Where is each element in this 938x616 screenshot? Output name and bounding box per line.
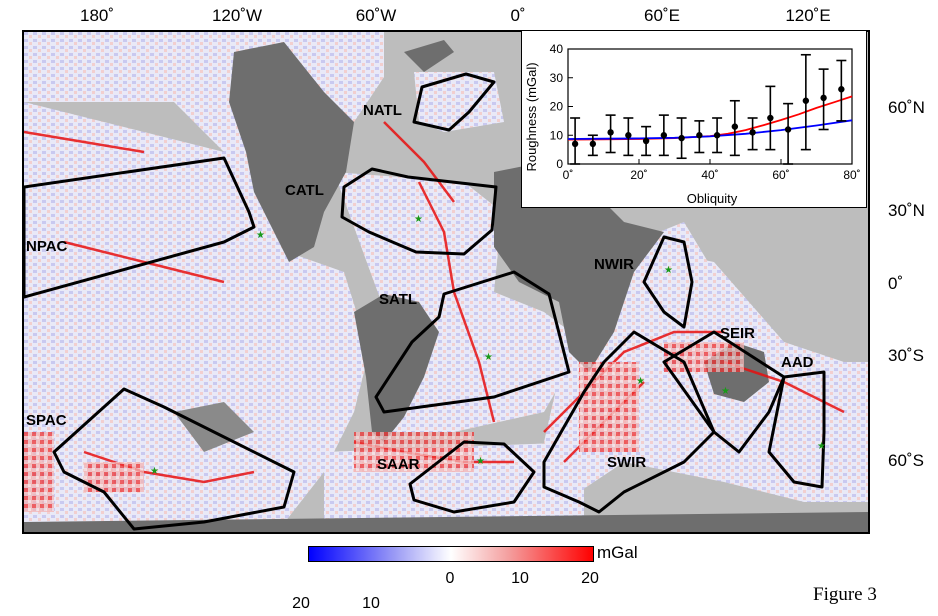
chart-canvas: 0 10 20 30 40 0˚ 20˚ 40˚ 60˚ 80˚ Obliquity Roughn… xyxy=(524,42,861,206)
region-label-natl: NATL xyxy=(363,102,402,119)
lon-tick-120e: 120˚E xyxy=(785,6,831,25)
lat-tick-60n: 60˚N xyxy=(888,98,925,117)
region-label-spac: SPAC xyxy=(26,412,67,429)
satl-outline xyxy=(374,270,571,414)
figure-label: Figure 3 xyxy=(813,584,877,605)
region-label-npac: NPAC xyxy=(26,238,68,255)
chart-xtick-label: 20˚ xyxy=(630,168,647,182)
lon-tick-120w: 120˚W xyxy=(211,6,263,25)
chart-point xyxy=(660,132,668,139)
colorbar-label-neg20: 20 xyxy=(292,595,310,612)
lat-tick-30n: 30˚N xyxy=(888,201,925,220)
catl-outline xyxy=(340,167,498,256)
chart-ytick-label: 20 xyxy=(550,100,564,114)
aad-outline xyxy=(767,370,826,489)
chart-ytick-label: 10 xyxy=(550,128,564,142)
lon-tick-180: 180˚ xyxy=(79,6,115,25)
chart-ytick-label: 0 xyxy=(556,157,563,171)
svg-text:★: ★ xyxy=(256,230,265,241)
chart-point xyxy=(767,114,774,122)
svg-text:★: ★ xyxy=(476,456,485,467)
region-outlines xyxy=(24,72,826,531)
chart-ytick-label: 40 xyxy=(550,42,564,56)
chart-point xyxy=(571,140,579,148)
chart-point xyxy=(607,129,614,136)
lon-tick-0: 0˚ xyxy=(510,6,526,25)
saar-outline xyxy=(408,440,536,514)
colorbar-label-20: 20 xyxy=(581,570,599,587)
map-canvas: ★ ★ ★ ★ ★ ★ ★ ★ ★ xyxy=(24,32,868,532)
chart-point xyxy=(642,137,650,145)
antarctica xyxy=(24,512,868,532)
npac-outline xyxy=(24,156,256,299)
lat-tick-0: 0˚ xyxy=(888,274,904,293)
chart-fit-line-1 xyxy=(567,119,853,140)
chart-point xyxy=(749,129,756,136)
region-label-saar: SAAR xyxy=(377,456,420,473)
chart-ytick-label: 30 xyxy=(550,71,564,85)
svg-text:★: ★ xyxy=(636,376,645,387)
chart-xtick-label: 40˚ xyxy=(701,168,718,182)
lat-tick-30s: 30˚S xyxy=(888,346,924,365)
svg-text:★: ★ xyxy=(664,265,673,276)
chart-fit-lines xyxy=(567,95,853,141)
region-label-nwir: NWIR xyxy=(594,256,634,273)
swir-outline xyxy=(542,330,716,514)
svg-text:★: ★ xyxy=(414,214,423,225)
colorbar-label-10: 10 xyxy=(511,570,529,587)
chart-xtick-label: 60˚ xyxy=(772,168,789,182)
chart-point xyxy=(784,126,792,133)
lat-tick-60s: 60˚S xyxy=(888,451,924,470)
region-label-swir: SWIR xyxy=(607,454,647,471)
natl-outline xyxy=(412,72,496,132)
chart-point xyxy=(589,140,597,148)
chart-point xyxy=(713,132,721,139)
nwir-outline xyxy=(642,235,694,329)
chart-point xyxy=(696,132,703,139)
colorbar xyxy=(308,546,594,562)
svg-text:★: ★ xyxy=(721,386,730,397)
chart-xlabel: Obliquity xyxy=(687,191,738,206)
chart-xtick-label: 0˚ xyxy=(563,168,574,182)
chart-point xyxy=(625,132,632,139)
region-label-catl: CATL xyxy=(285,182,324,199)
chart-points xyxy=(570,53,847,165)
svg-text:★: ★ xyxy=(484,352,493,363)
lon-tick-60e: 60˚E xyxy=(644,6,680,25)
svg-text:★: ★ xyxy=(817,441,826,452)
chart-xtick-label: 80˚ xyxy=(843,168,860,182)
colorbar-label-neg10: 10 xyxy=(362,595,380,612)
ridge-patches xyxy=(24,342,744,512)
roughness-obliquity-chart: 0 10 20 30 40 0˚ 20˚ 40˚ 60˚ 80˚ Obliquity Roughn… xyxy=(521,30,867,208)
svg-text:★: ★ xyxy=(150,466,159,477)
spac-outline xyxy=(52,387,296,531)
chart-axes: 0 10 20 30 40 0˚ 20˚ 40˚ 60˚ 80˚ xyxy=(550,42,861,182)
chart-point xyxy=(820,94,827,102)
colorbar-unit: mGal xyxy=(597,543,638,562)
chart-ylabel: Roughness (mGal) xyxy=(524,62,539,171)
chart-point xyxy=(731,123,739,130)
region-centroid-markers: ★ ★ ★ ★ ★ ★ ★ ★ ★ xyxy=(150,214,826,477)
chart-point xyxy=(838,86,845,93)
colorbar-label-0: 0 xyxy=(445,570,455,587)
chart-point xyxy=(678,134,685,142)
region-label-aad: AAD xyxy=(781,354,814,371)
region-label-seir: SEIR xyxy=(720,325,756,342)
lon-tick-60w: 60˚W xyxy=(355,6,397,25)
chart-point xyxy=(802,97,810,104)
region-label-satl: SATL xyxy=(379,291,418,308)
